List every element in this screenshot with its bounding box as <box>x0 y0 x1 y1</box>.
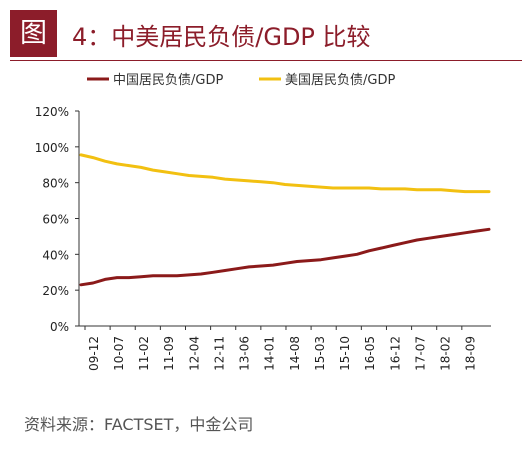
x-tick-label: 09-12 <box>87 336 101 371</box>
x-tick-label: 14-01 <box>263 336 277 371</box>
x-tick-label: 12-04 <box>187 336 201 371</box>
x-tick-label: 10-07 <box>112 336 126 371</box>
legend-label: 中国居民负债/GDP <box>113 73 223 88</box>
legend-label: 美国居民负债/GDP <box>285 73 395 88</box>
chart-series <box>79 153 491 287</box>
x-tick-label: 14-08 <box>288 336 302 371</box>
title-rule <box>10 60 522 61</box>
x-tick-label: 16-12 <box>388 336 402 371</box>
x-tick-label: 13-06 <box>238 336 252 371</box>
y-tick-label: 60% <box>42 213 69 227</box>
figure-title: 4：中美居民负债/GDP 比较 <box>72 23 371 51</box>
figure-badge: 图 <box>10 10 57 57</box>
y-tick-label: 40% <box>42 248 69 262</box>
series-line-us <box>79 153 491 194</box>
x-tick-label: 15-03 <box>313 336 327 371</box>
x-tick-label: 12-11 <box>212 336 226 371</box>
x-tick-label: 16-05 <box>363 336 377 371</box>
line-chart: 中国居民负债/GDP 美国居民负债/GDP 0% 20% 40% 60% 80% 100% 1… <box>35 73 491 371</box>
chart-axes: 0% 20% 40% 60% 80% 100% 120% 09-12 10-07 11-02 11-… <box>35 105 491 371</box>
y-tick-label: 100% <box>35 141 69 155</box>
y-tick-label: 0% <box>50 320 69 334</box>
chart-legend: 中国居民负债/GDP 美国居民负债/GDP <box>87 73 395 88</box>
y-tick-label: 20% <box>42 284 69 298</box>
x-tick-label: 18-09 <box>464 336 478 371</box>
figure-title-bar: 图 4：中美居民负债/GDP 比较 <box>10 10 520 57</box>
series-line-china <box>79 227 491 287</box>
x-tick-label: 11-09 <box>162 336 176 371</box>
x-tick-label: 15-10 <box>338 336 352 371</box>
y-tick-label: 80% <box>42 177 69 191</box>
x-tick-label: 17-07 <box>413 336 427 371</box>
x-tick-label: 18-02 <box>439 336 453 371</box>
x-tick-label: 11-02 <box>137 336 151 371</box>
y-tick-label: 120% <box>35 105 69 119</box>
source-note: 资料来源：FACTSET，中金公司 <box>24 415 254 434</box>
